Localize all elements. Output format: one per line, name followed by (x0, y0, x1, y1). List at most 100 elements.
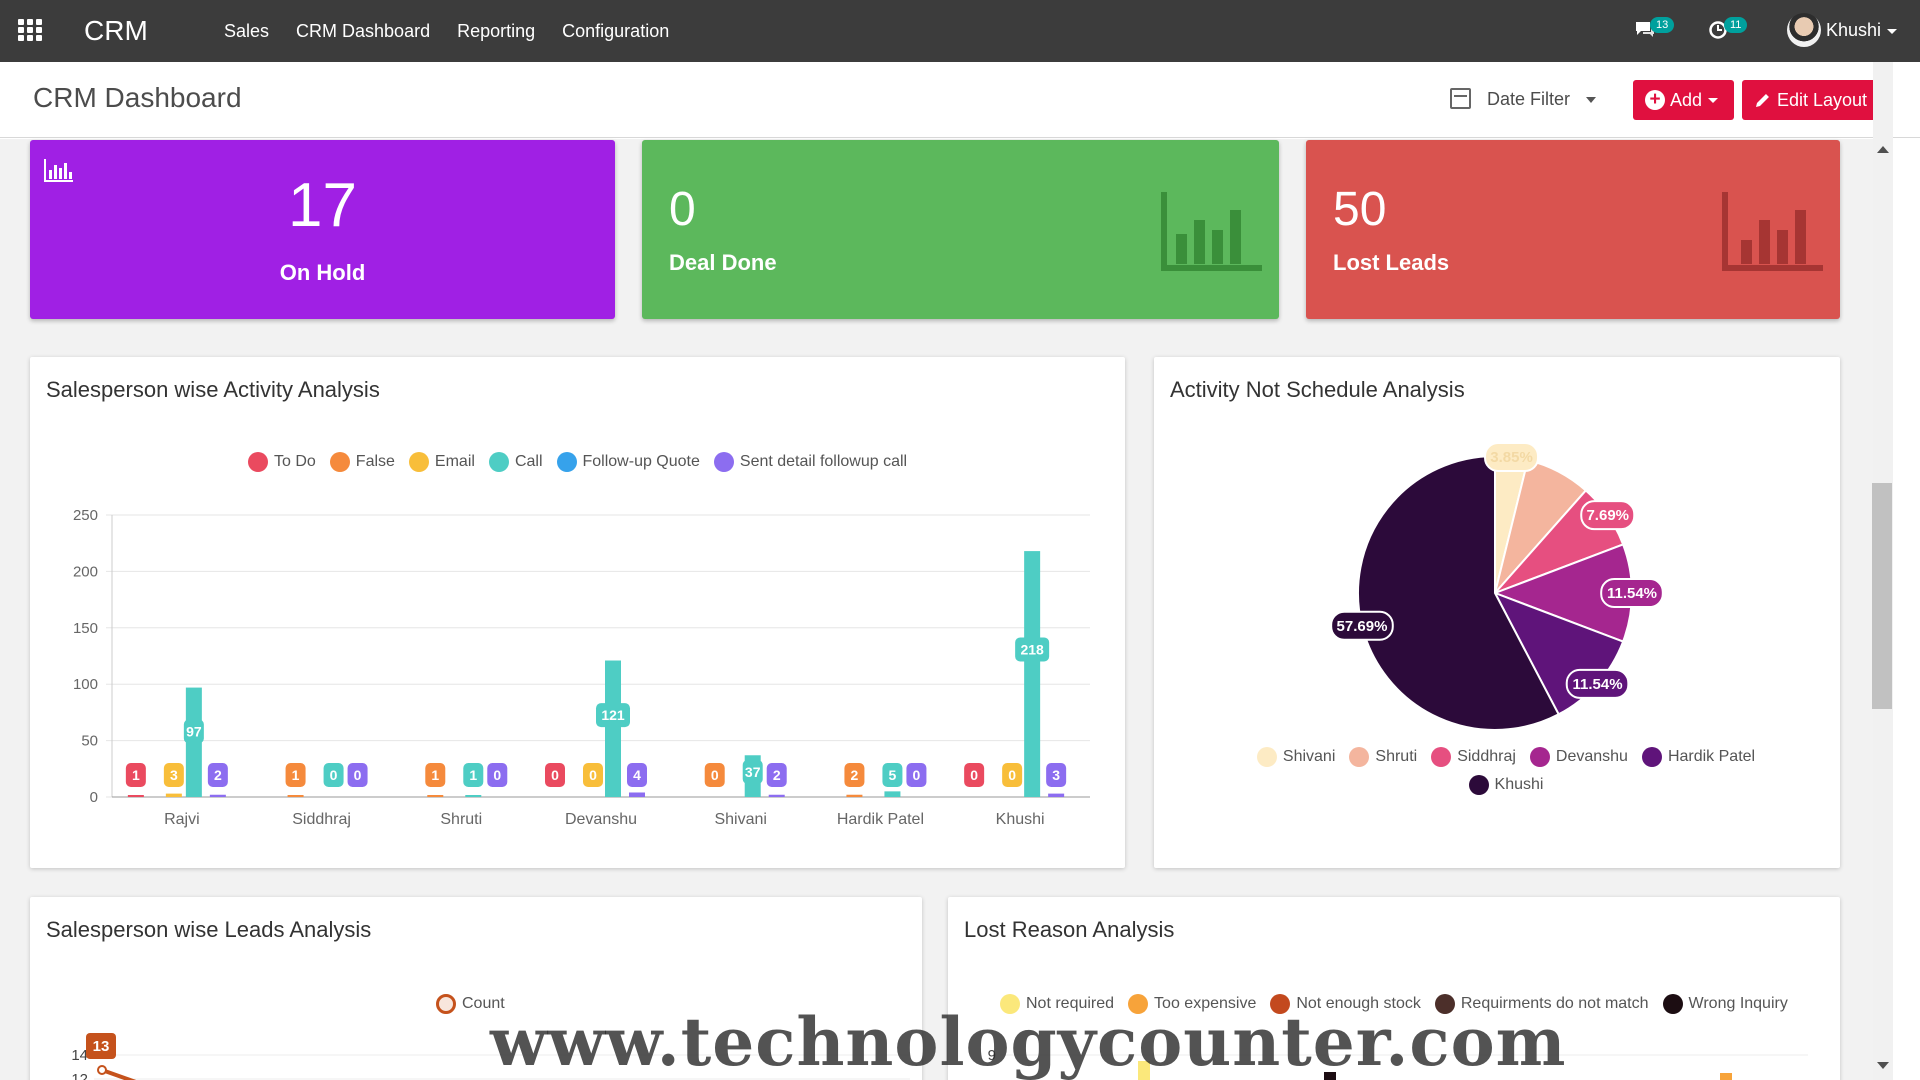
legend-swatch (1256, 747, 1277, 767)
bar (768, 794, 785, 797)
x-tick-label: Shruti (440, 811, 482, 828)
legend-item[interactable]: Sent detail followup call (713, 452, 908, 472)
legend-item[interactable]: Hardik Patel (1641, 747, 1755, 767)
legend-label: Shruti (1375, 748, 1418, 765)
data-label: 4 (633, 767, 641, 783)
y-tick-label: 250 (73, 507, 98, 524)
kpi-label: Lost Leads (1333, 250, 1450, 275)
legend-item[interactable]: Not required (1000, 994, 1114, 1014)
chart-legend: To Do False Email Call Follow-up Quote Sent d… (248, 452, 907, 472)
edit-layout-button[interactable]: Edit Layout (1742, 80, 1879, 120)
scrollbar-thumb[interactable] (1872, 483, 1892, 709)
chevron-down-icon (1586, 97, 1596, 103)
legend-item[interactable]: Shruti (1349, 747, 1417, 767)
legend-item[interactable]: Follow-up Quote (556, 452, 700, 472)
legend-item[interactable]: False (329, 452, 395, 472)
legend-item[interactable]: To Do (248, 452, 316, 472)
legend-item[interactable]: Khushi (1468, 775, 1543, 795)
legend-item[interactable]: Siddhraj (1431, 747, 1516, 767)
calendar-icon (1450, 88, 1471, 109)
edit-layout-label: Edit Layout (1776, 89, 1867, 110)
data-label-bg (207, 763, 228, 787)
top-navbar: CRM Sales CRM Dashboard Reporting Config… (0, 0, 1920, 62)
legend-swatch (408, 452, 429, 472)
date-filter-label: Date Filter (1487, 89, 1571, 109)
menu-configuration[interactable]: Configuration (562, 20, 670, 41)
bar (1024, 551, 1041, 797)
menu-crm-dashboard[interactable]: CRM Dashboard (296, 20, 431, 41)
chat-icon[interactable]: 13 (1634, 17, 1675, 45)
x-tick-label: Hardik Patel (837, 811, 924, 828)
menu-sales[interactable]: Sales (224, 20, 270, 41)
legend-label: Sent detail followup call (739, 453, 908, 470)
legend-label: To Do (274, 453, 316, 470)
lost-reason-chart: 9 (988, 1047, 1808, 1080)
legend-item[interactable]: Wrong Inquiry (1662, 994, 1788, 1014)
kpi-card-deal-done[interactable]: 0 Deal Done (642, 140, 1279, 319)
bar (1138, 1061, 1150, 1080)
data-label-bg (627, 763, 647, 787)
bar (1720, 1073, 1732, 1080)
data-label: 0 (551, 767, 559, 783)
legend-item[interactable]: Shivani (1256, 747, 1335, 767)
brand-name: CRM (84, 15, 148, 46)
lost-reason-card: Lost Reason Analysis Not required Too exp… (948, 897, 1840, 1080)
plus-circle-icon: + (1645, 90, 1665, 110)
activity-count-badge: 11 (1724, 17, 1748, 33)
chevron-down-icon (1708, 97, 1719, 103)
bar (605, 660, 621, 797)
legend-item[interactable]: Not enough stock (1270, 994, 1421, 1014)
scroll-up-icon[interactable] (1877, 146, 1889, 153)
bar (127, 795, 144, 797)
legend-label: Not enough stock (1296, 995, 1421, 1012)
y-tick-label: 200 (73, 563, 98, 580)
data-label-bg (125, 763, 146, 787)
legend-item[interactable]: Call (488, 452, 543, 472)
legend-label: Siddhraj (1457, 748, 1516, 765)
legend-label: Too expensive (1154, 995, 1257, 1012)
data-label: 0 (354, 767, 362, 783)
slice-label-bg (1600, 578, 1664, 608)
slice-label: 11.54% (1607, 585, 1657, 602)
data-label-bg (86, 1033, 116, 1059)
data-label-bg (487, 763, 508, 787)
apps-menu-icon[interactable] (18, 19, 42, 41)
user-avatar[interactable] (1787, 13, 1821, 47)
legend-label: Requirments do not match (1460, 995, 1649, 1012)
menu-reporting[interactable]: Reporting (457, 20, 536, 41)
card-title: Lost Reason Analysis (964, 917, 1175, 942)
kpi-card-lost-leads[interactable]: 50 Lost Leads (1306, 140, 1840, 319)
bar-chart-icon (1161, 192, 1262, 271)
legend-label: Email (434, 453, 475, 470)
legend-swatch (1270, 994, 1291, 1014)
add-button[interactable]: + Add (1633, 80, 1734, 120)
data-label-bg (545, 763, 565, 787)
activity-clock-icon[interactable]: 11 (1708, 17, 1748, 45)
kpi-label: On Hold (279, 260, 366, 285)
legend-swatch (248, 452, 268, 472)
user-menu[interactable]: Khushi (1826, 20, 1898, 41)
legend-item[interactable]: Devanshu (1529, 747, 1628, 767)
data-label-bg (1002, 763, 1023, 787)
data-label-bg (425, 763, 446, 787)
legend-item[interactable]: Email (408, 452, 475, 472)
scroll-down-icon[interactable] (1877, 1062, 1889, 1069)
kpi-card-on-hold[interactable]: 17 On Hold (30, 140, 615, 319)
data-label: 37 (745, 764, 761, 780)
legend-item[interactable]: Requirments do not match (1434, 994, 1649, 1014)
data-label: 1 (469, 767, 477, 783)
legend-item[interactable]: Too expensive (1128, 994, 1256, 1014)
card-title: Salesperson wise Activity Analysis (46, 377, 380, 402)
leads-analysis-card: Salesperson wise Leads Analysis Count 14… (30, 897, 922, 1080)
data-label-bg (882, 763, 903, 787)
data-label: 1 (292, 767, 300, 783)
legend-swatch (488, 452, 509, 472)
data-label: 5 (889, 767, 897, 783)
data-label-bg (906, 763, 927, 787)
data-label-bg (463, 763, 484, 787)
data-label: 1 (132, 767, 140, 783)
data-label: 97 (186, 723, 202, 739)
legend-item[interactable]: Count (436, 994, 505, 1014)
kpi-value: 0 (669, 183, 696, 236)
data-label-bg (964, 763, 985, 787)
